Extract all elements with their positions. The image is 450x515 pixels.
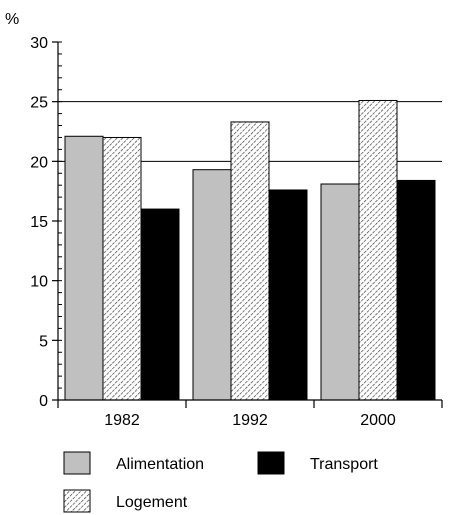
y-tick-label: 15 [30,214,48,231]
y-tick-label: 5 [39,333,48,350]
y-tick-label: 25 [30,95,48,112]
legend-swatch-logement [63,489,91,513]
x-tick-label: 1992 [232,412,268,429]
bar-alimentation-1982 [64,135,104,401]
y-tick-label: 30 [30,35,48,52]
bar-logement-2000 [358,99,398,401]
legend-label-alimentation: Alimentation [116,456,204,473]
y-tick-label: 10 [30,274,48,291]
legend-swatch-transport [257,451,285,475]
legend-swatch-alimentation [63,451,91,475]
bar-transport-1982 [140,208,180,401]
x-tick-label: 2000 [360,412,396,429]
bar-alimentation-2000 [320,183,360,401]
y-tick-label: 20 [30,154,48,171]
legend-label-logement: Logement [116,494,188,511]
bar-transport-2000 [396,179,436,401]
bar-logement-1982 [102,136,142,401]
x-tick-label: 1982 [104,412,140,429]
bar-alimentation-1992 [192,169,232,401]
bar-transport-1992 [268,189,308,401]
y-axis-label: % [5,11,19,28]
bar-logement-1992 [230,121,270,401]
legend-label-transport: Transport [310,456,378,473]
y-tick-label: 0 [39,393,48,410]
